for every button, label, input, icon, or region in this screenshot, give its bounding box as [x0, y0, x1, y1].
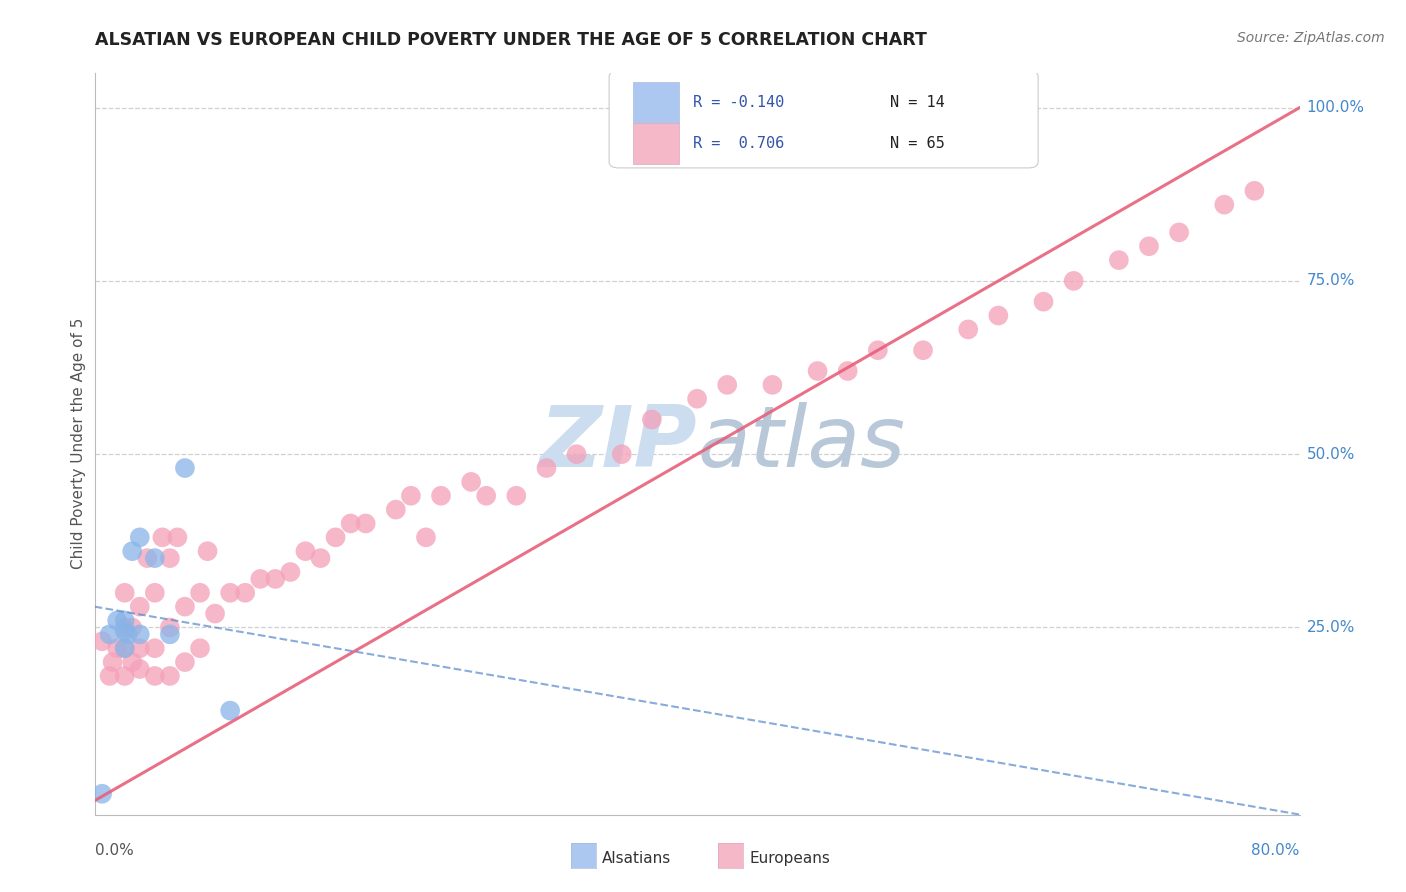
Point	[114, 620, 136, 634]
Text: R = -0.140: R = -0.140	[693, 95, 785, 110]
Point	[128, 627, 150, 641]
Point	[105, 641, 128, 656]
Point	[1168, 226, 1191, 240]
Point	[121, 620, 143, 634]
Point	[1213, 197, 1236, 211]
Point	[98, 669, 121, 683]
Point	[128, 641, 150, 656]
Point	[536, 461, 558, 475]
Point	[136, 551, 159, 566]
Point	[101, 655, 124, 669]
Text: 0.0%: 0.0%	[94, 843, 134, 858]
FancyBboxPatch shape	[609, 70, 1038, 168]
Text: 100.0%: 100.0%	[1306, 100, 1365, 115]
Point	[98, 627, 121, 641]
Point	[475, 489, 498, 503]
Point	[866, 343, 889, 358]
Point	[987, 309, 1010, 323]
Text: atlas: atlas	[697, 402, 905, 485]
Point	[1108, 253, 1130, 268]
Point	[430, 489, 453, 503]
Text: 25.0%: 25.0%	[1306, 620, 1355, 635]
Point	[128, 662, 150, 676]
Point	[716, 377, 738, 392]
Point	[1243, 184, 1265, 198]
Point	[114, 624, 136, 638]
Text: 80.0%: 80.0%	[1251, 843, 1299, 858]
Point	[159, 620, 181, 634]
Point	[911, 343, 934, 358]
Text: R =  0.706: R = 0.706	[693, 136, 785, 151]
Point	[399, 489, 422, 503]
Point	[1063, 274, 1085, 288]
Point	[686, 392, 709, 406]
Point	[121, 655, 143, 669]
Point	[837, 364, 859, 378]
Point	[957, 322, 980, 336]
Point	[174, 655, 197, 669]
Point	[264, 572, 287, 586]
Point	[385, 502, 408, 516]
Point	[807, 364, 830, 378]
Point	[233, 586, 256, 600]
Text: N = 65: N = 65	[890, 136, 945, 151]
Point	[197, 544, 219, 558]
Point	[219, 704, 242, 718]
Point	[505, 489, 527, 503]
Point	[166, 530, 188, 544]
Point	[143, 551, 166, 566]
Text: 75.0%: 75.0%	[1306, 274, 1355, 288]
Point	[128, 530, 150, 544]
Point	[460, 475, 482, 489]
Point	[610, 447, 633, 461]
Point	[1137, 239, 1160, 253]
Point	[309, 551, 332, 566]
Point	[294, 544, 316, 558]
Point	[1032, 294, 1054, 309]
Point	[114, 669, 136, 683]
Point	[339, 516, 361, 531]
Point	[143, 669, 166, 683]
Point	[354, 516, 377, 531]
Point	[143, 586, 166, 600]
Text: Source: ZipAtlas.com: Source: ZipAtlas.com	[1237, 31, 1385, 45]
Point	[150, 530, 173, 544]
Point	[325, 530, 347, 544]
Point	[174, 461, 197, 475]
Text: Europeans: Europeans	[749, 852, 830, 866]
Point	[159, 551, 181, 566]
Bar	[633, 82, 679, 123]
Point	[249, 572, 271, 586]
Point	[641, 412, 664, 426]
Point	[117, 627, 139, 641]
Bar	[633, 123, 679, 163]
Point	[114, 641, 136, 656]
Point	[565, 447, 588, 461]
Point	[143, 641, 166, 656]
Point	[415, 530, 437, 544]
Point	[761, 377, 783, 392]
Point	[159, 627, 181, 641]
Point	[159, 669, 181, 683]
Text: Alsatians: Alsatians	[602, 852, 671, 866]
Y-axis label: Child Poverty Under the Age of 5: Child Poverty Under the Age of 5	[72, 318, 86, 569]
Point	[114, 614, 136, 628]
Text: N = 14: N = 14	[890, 95, 945, 110]
Point	[91, 787, 114, 801]
Point	[114, 641, 136, 656]
Point	[188, 586, 211, 600]
Text: ALSATIAN VS EUROPEAN CHILD POVERTY UNDER THE AGE OF 5 CORRELATION CHART: ALSATIAN VS EUROPEAN CHILD POVERTY UNDER…	[94, 31, 927, 49]
Point	[128, 599, 150, 614]
Point	[204, 607, 226, 621]
Point	[280, 565, 302, 579]
Point	[114, 586, 136, 600]
Point	[91, 634, 114, 648]
Point	[188, 641, 211, 656]
Point	[219, 586, 242, 600]
Text: ZIP: ZIP	[540, 402, 697, 485]
Point	[174, 599, 197, 614]
Text: 50.0%: 50.0%	[1306, 447, 1355, 462]
Point	[105, 614, 128, 628]
Point	[121, 544, 143, 558]
